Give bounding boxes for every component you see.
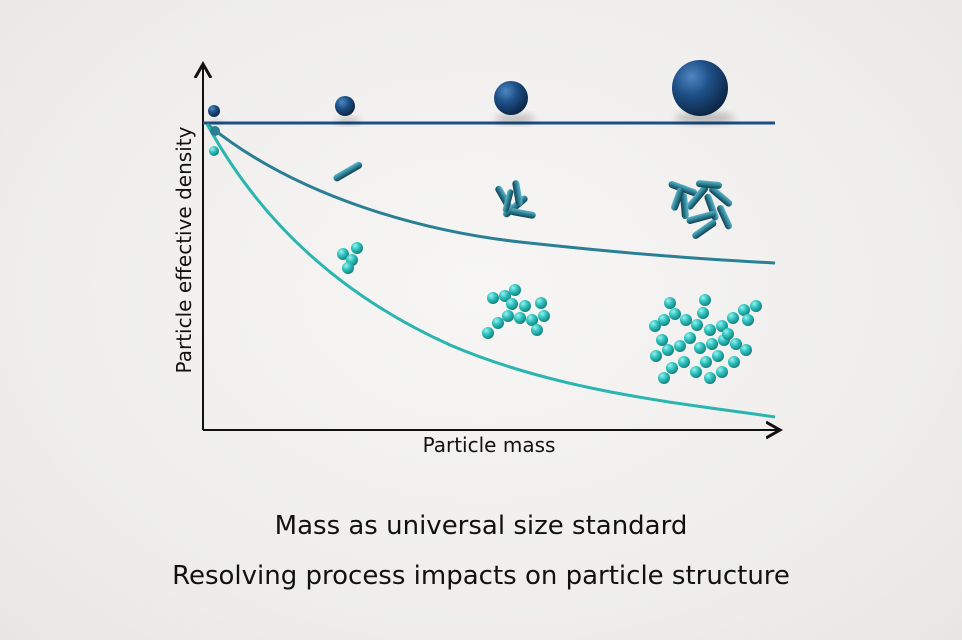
sphere-particles	[208, 60, 735, 124]
caption-mass-standard: Mass as universal size standard	[274, 511, 688, 541]
aggregate-medium	[482, 284, 550, 339]
sphere-particle	[672, 60, 728, 116]
aggregate-large	[649, 294, 762, 384]
rod-particles	[333, 161, 733, 239]
density-mass-diagram: Particle mass Particle effective density	[172, 60, 962, 457]
origin-particles	[209, 126, 220, 156]
rod-cluster-large	[668, 180, 733, 239]
aggregate-particles	[337, 242, 762, 384]
sphere-particle	[208, 105, 220, 117]
aggregate-small	[337, 242, 363, 274]
y-axis-label: Particle effective density	[172, 126, 196, 373]
rod-density-curve	[206, 122, 776, 265]
sphere-particle	[335, 96, 355, 116]
caption-process-impacts: Resolving process impacts on particle st…	[172, 561, 790, 591]
sphere-particle	[494, 81, 528, 115]
rod-cluster-small	[495, 180, 536, 219]
x-axis-label: Particle mass	[423, 433, 556, 457]
aggregate-density-curve	[205, 123, 776, 419]
rod-particle	[333, 161, 363, 182]
